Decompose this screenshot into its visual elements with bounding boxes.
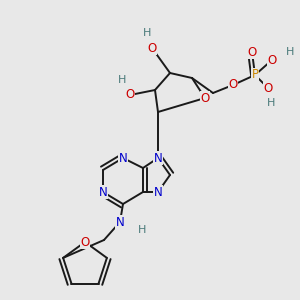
Text: P: P xyxy=(251,68,259,82)
Text: O: O xyxy=(263,82,273,94)
Text: H: H xyxy=(138,225,146,235)
Text: H: H xyxy=(143,28,151,38)
Text: H: H xyxy=(118,75,126,85)
Text: O: O xyxy=(200,92,210,104)
Text: H: H xyxy=(286,47,294,57)
Text: O: O xyxy=(80,236,90,248)
Text: N: N xyxy=(116,215,124,229)
Text: N: N xyxy=(99,185,107,199)
Text: O: O xyxy=(228,79,238,92)
Text: H: H xyxy=(267,98,275,108)
Text: N: N xyxy=(118,152,127,164)
Text: O: O xyxy=(147,41,157,55)
Text: N: N xyxy=(154,152,162,164)
Text: O: O xyxy=(125,88,135,101)
Text: O: O xyxy=(248,46,256,59)
Text: N: N xyxy=(154,185,162,199)
Text: O: O xyxy=(267,53,277,67)
